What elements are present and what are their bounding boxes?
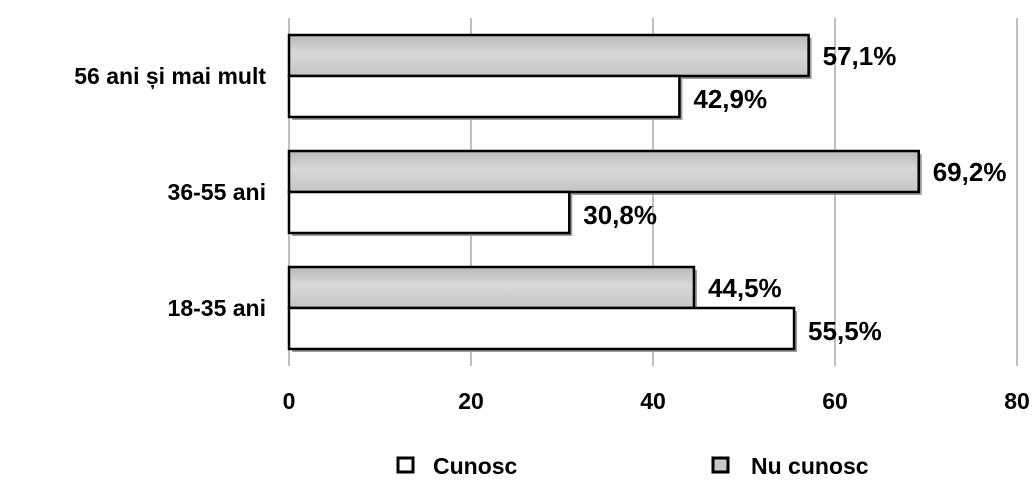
tick-label-0: 0	[283, 388, 296, 414]
bar-cunosc-1	[287, 190, 571, 235]
data-label-cunosc-0: 55,5%	[808, 316, 882, 346]
legend-label-nu-cunosc: Nu cunosc	[751, 453, 869, 479]
bars	[287, 33, 922, 352]
data-label-nu-cunosc-0: 44,5%	[708, 273, 782, 303]
data-label-cunosc-1: 30,8%	[583, 200, 657, 230]
bar-cunosc-2	[287, 74, 681, 119]
data-label-nu-cunosc-2: 57,1%	[823, 41, 897, 71]
tick-label-2: 40	[640, 388, 666, 414]
tick-label-3: 60	[822, 388, 848, 414]
legend: Cunosc Nu cunosc	[396, 453, 869, 479]
data-label-nu-cunosc-1: 69,2%	[933, 157, 1007, 187]
category-label-0: 18-35 ani	[168, 295, 266, 321]
legend-swatch-nu-cunosc	[711, 456, 730, 474]
bar-nu-cunosc-0	[287, 265, 696, 310]
bar-nu-cunosc-2	[287, 33, 810, 78]
value-axis: 0 20 40 60 80	[283, 388, 1030, 414]
bar-cunosc-0	[287, 306, 796, 351]
legend-label-cunosc: Cunosc	[433, 453, 518, 479]
category-axis: 18-35 ani 36-55 ani 56 ani și mai mult	[74, 63, 266, 321]
bar-nu-cunosc-1	[287, 149, 920, 194]
tick-label-1: 20	[458, 388, 484, 414]
data-label-cunosc-2: 42,9%	[693, 84, 767, 114]
category-label-1: 36-55 ani	[168, 179, 266, 205]
legend-swatch-cunosc	[396, 456, 415, 474]
tick-label-4: 80	[1004, 388, 1030, 414]
category-label-2: 56 ani și mai mult	[74, 63, 266, 90]
data-labels: 44,5% 55,5% 69,2% 30,8% 57,1% 42,9%	[583, 41, 1006, 346]
